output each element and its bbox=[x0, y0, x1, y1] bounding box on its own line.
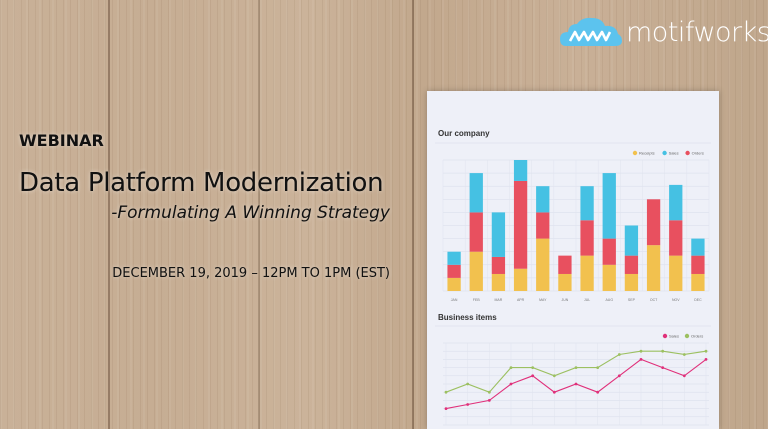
cloud-logo-icon bbox=[560, 17, 622, 46]
legend-label: Sales bbox=[669, 151, 679, 156]
bar-receipts bbox=[513, 268, 528, 291]
bar-sales bbox=[624, 225, 639, 256]
point-orders bbox=[444, 390, 448, 394]
bar-orders bbox=[469, 212, 483, 252]
point-sales bbox=[444, 407, 448, 410]
point-orders bbox=[639, 349, 643, 353]
webinar-subtitle: -Formulating A Winning Strategy bbox=[111, 203, 390, 223]
bar-receipts bbox=[491, 273, 506, 291]
point-orders bbox=[552, 374, 556, 378]
legend-dot bbox=[662, 333, 668, 339]
bar-sales bbox=[580, 186, 594, 221]
brand-name: motifworks bbox=[626, 16, 768, 48]
bar-sales bbox=[447, 251, 461, 265]
bar-receipts bbox=[447, 277, 461, 291]
legend-label: Orders bbox=[692, 151, 704, 156]
month-label: JUL bbox=[584, 298, 590, 302]
legend-dot bbox=[685, 150, 690, 156]
point-sales bbox=[574, 382, 578, 386]
paper-charts: Our company Business items JAN FEB MAR APR M… bbox=[435, 129, 711, 426]
bar-sales bbox=[469, 173, 483, 213]
bar-receipts bbox=[624, 273, 639, 291]
bar-sales bbox=[491, 212, 506, 257]
wood-grain bbox=[412, 0, 414, 429]
webinar-date: DECEMBER 19, 2019 – 12PM TO 1PM (EST) bbox=[112, 266, 390, 281]
point-sales bbox=[661, 366, 665, 369]
point-sales bbox=[617, 374, 621, 378]
bar-receipts bbox=[646, 245, 661, 291]
legend-label: Receipts bbox=[639, 151, 655, 156]
bar-orders bbox=[646, 199, 661, 246]
bar-orders bbox=[558, 255, 572, 274]
bar-receipts bbox=[602, 264, 616, 291]
bar-orders bbox=[669, 220, 683, 256]
bar-receipts bbox=[536, 238, 550, 291]
event-type-label: WEBINAR bbox=[19, 131, 104, 150]
wood-grain bbox=[108, 0, 110, 429]
point-orders bbox=[704, 349, 708, 353]
point-sales bbox=[682, 374, 686, 378]
point-orders bbox=[682, 353, 686, 356]
legend-label: Orders bbox=[691, 334, 703, 339]
point-orders bbox=[531, 366, 535, 369]
bar-orders bbox=[602, 238, 616, 265]
month-label: MAR bbox=[495, 298, 503, 302]
bar-receipts bbox=[691, 273, 705, 291]
point-sales bbox=[552, 390, 556, 394]
line-chart-title: Business items bbox=[438, 313, 497, 322]
bar-orders bbox=[624, 255, 639, 274]
wood-grain bbox=[258, 0, 260, 429]
month-label: MAY bbox=[539, 298, 547, 302]
bar-receipts bbox=[558, 273, 572, 291]
month-label: JAN bbox=[451, 298, 458, 302]
month-label: AUG bbox=[605, 298, 613, 302]
month-label: FEB bbox=[473, 298, 480, 302]
month-label: DEC bbox=[694, 298, 702, 302]
month-label: JUN bbox=[562, 298, 569, 302]
point-orders bbox=[574, 366, 578, 369]
month-label: SEP bbox=[628, 298, 636, 302]
point-orders bbox=[661, 349, 665, 353]
point-sales bbox=[509, 382, 513, 386]
month-label: OCT bbox=[650, 298, 658, 302]
bar-orders bbox=[580, 220, 594, 256]
legend-dot bbox=[632, 150, 638, 156]
point-sales bbox=[487, 399, 491, 402]
bar-receipts bbox=[580, 255, 594, 291]
bar-orders bbox=[536, 212, 550, 239]
bar-sales bbox=[536, 186, 550, 213]
point-orders bbox=[596, 366, 600, 369]
bar-receipts bbox=[469, 251, 483, 291]
legend-dot bbox=[684, 333, 690, 339]
point-sales bbox=[531, 374, 535, 378]
printed-report-paper: Our company Business items JAN FEB MAR APR M… bbox=[427, 91, 719, 429]
bar-orders bbox=[491, 256, 506, 274]
bar-sales bbox=[691, 238, 705, 256]
bar-sales bbox=[513, 160, 528, 181]
webinar-title: Data Platform Modernization bbox=[19, 168, 384, 198]
motifworks-logo: motifworks bbox=[560, 16, 768, 48]
point-sales bbox=[639, 358, 643, 361]
month-label: APR bbox=[517, 298, 525, 302]
month-label: NOV bbox=[672, 298, 680, 302]
bar-sales bbox=[669, 184, 683, 221]
point-sales bbox=[466, 403, 470, 406]
bar-chart-title: Our company bbox=[438, 129, 490, 138]
legend-label: Sales bbox=[669, 334, 679, 339]
point-sales bbox=[704, 358, 708, 361]
bar-orders bbox=[513, 180, 528, 269]
point-orders bbox=[487, 390, 491, 394]
bar-orders bbox=[447, 264, 461, 278]
point-orders bbox=[617, 353, 621, 356]
legend-dot bbox=[662, 150, 667, 156]
bar-sales bbox=[602, 173, 616, 239]
bar-receipts bbox=[669, 255, 683, 291]
point-orders bbox=[509, 366, 513, 369]
point-sales bbox=[596, 390, 600, 394]
point-orders bbox=[466, 382, 470, 386]
bar-orders bbox=[691, 255, 705, 274]
